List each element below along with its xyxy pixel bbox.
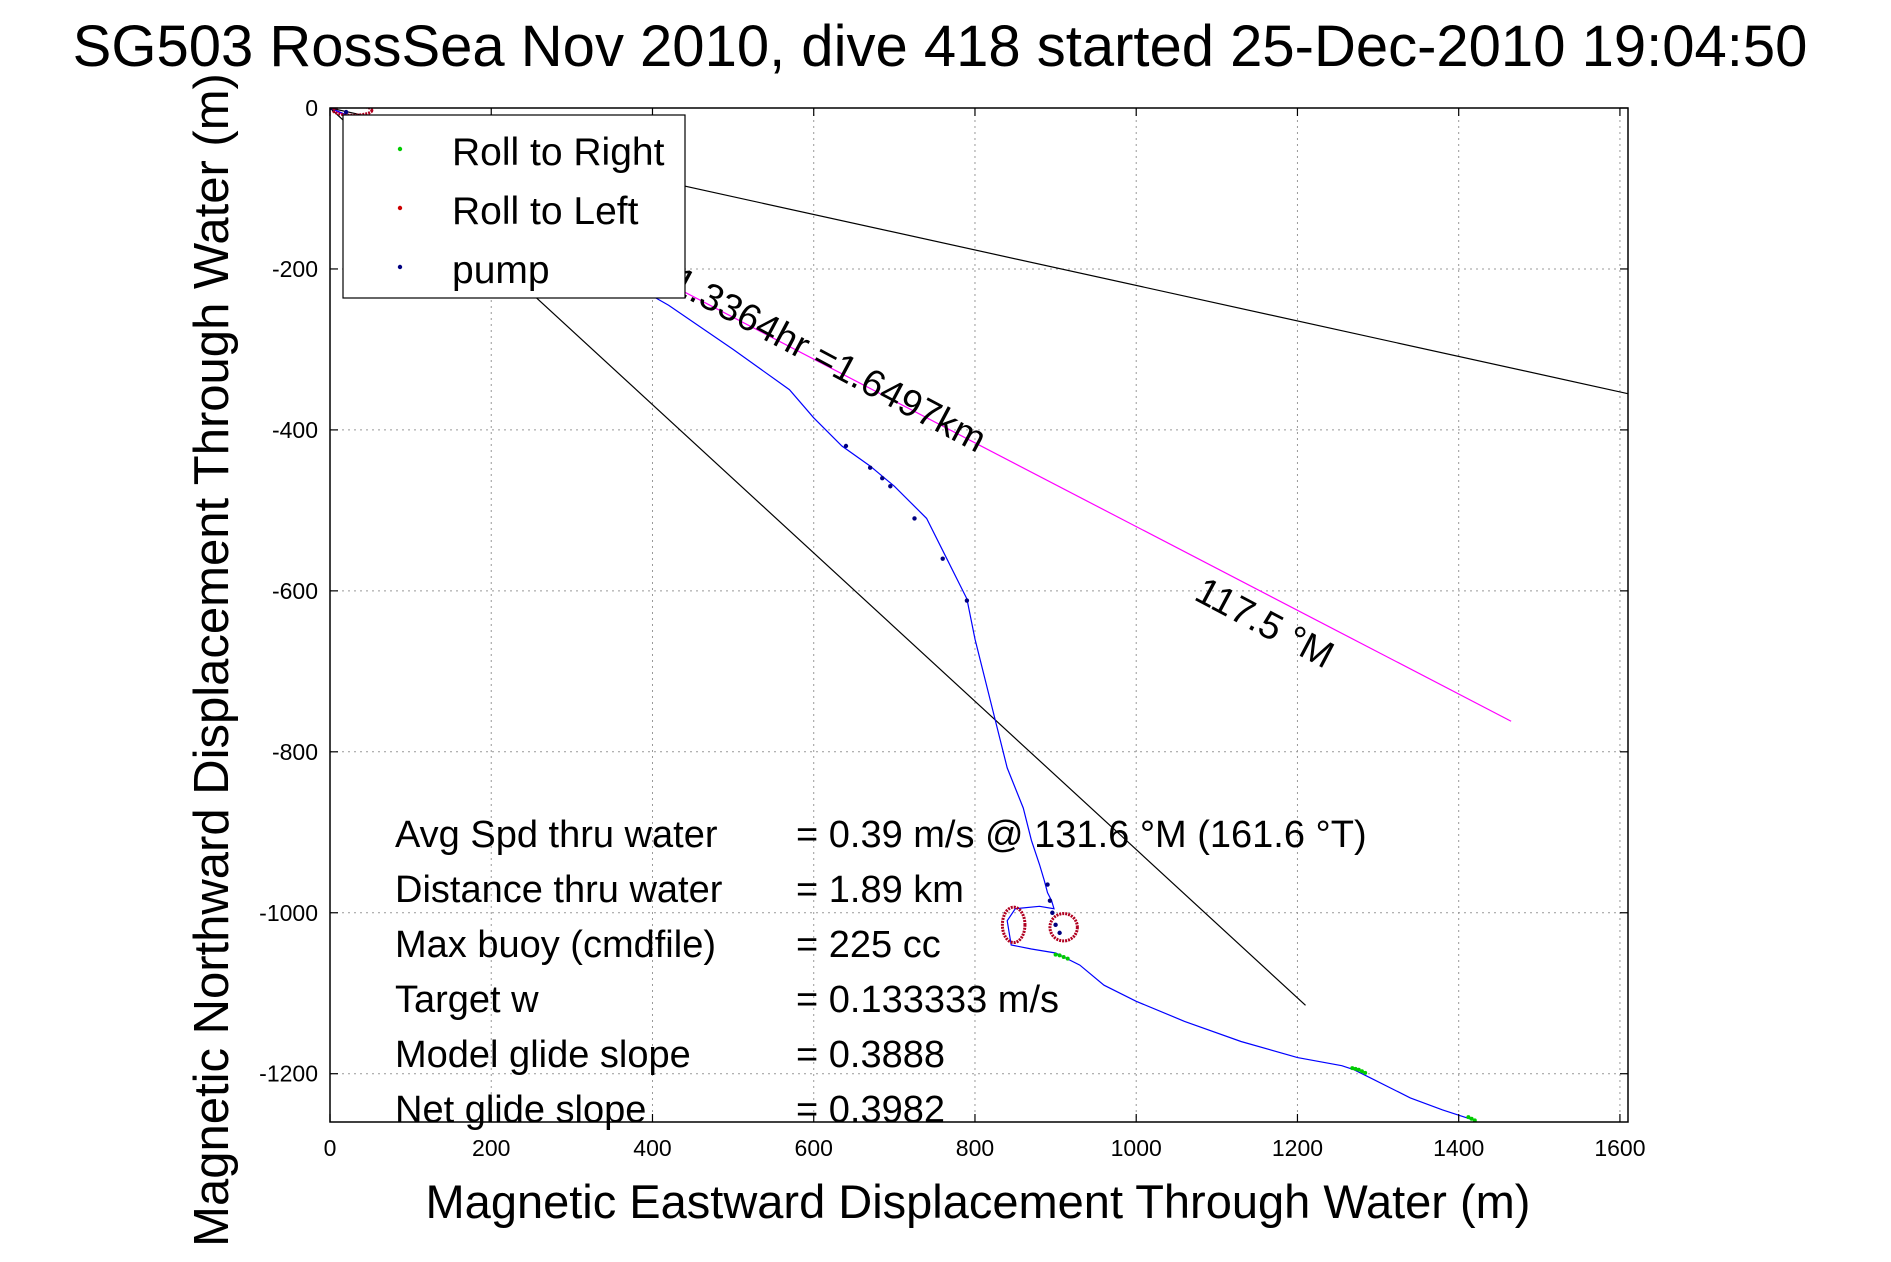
pump-marker xyxy=(912,516,917,521)
roll-right-marker xyxy=(1469,1116,1474,1121)
pump-marker xyxy=(940,556,945,561)
roll-right-marker xyxy=(1466,1115,1471,1120)
pump-marker xyxy=(843,443,849,449)
roll-right-marker xyxy=(1356,1067,1361,1072)
legend: Roll to Right Roll to Left pump xyxy=(342,114,686,299)
pump-marker xyxy=(1047,898,1053,903)
pump-marker xyxy=(343,109,349,115)
stat-value: = 0.3888 xyxy=(796,1034,945,1076)
roll-right-marker xyxy=(1061,955,1066,960)
stat-value: = 0.3982 xyxy=(796,1089,945,1131)
stat-value: = 0.39 m/s @ 131.6 °M (161.6 °T) xyxy=(796,814,1367,856)
y-tick-label: 0 xyxy=(305,95,318,121)
roll-right-marker xyxy=(1053,952,1058,957)
track-layer xyxy=(330,108,1475,1121)
legend-label: pump xyxy=(452,249,550,292)
pump-marker xyxy=(1053,922,1058,928)
x-tick-label: 600 xyxy=(795,1135,833,1161)
legend-marker xyxy=(397,264,403,270)
roll-left-marker xyxy=(331,108,374,117)
roll-right-marker xyxy=(1363,1070,1368,1075)
y-tick-label: -600 xyxy=(272,578,318,604)
roll-right-marker xyxy=(1065,956,1070,961)
y-tick-label: -200 xyxy=(272,256,318,282)
glider-track-line xyxy=(330,108,1475,1121)
stat-label: Avg Spd thru water xyxy=(395,814,718,856)
y-tick-label: -400 xyxy=(272,417,318,443)
pump-marker xyxy=(888,484,893,489)
stat-label: Net glide slope xyxy=(395,1089,646,1131)
y-tick-label: -1200 xyxy=(259,1061,318,1087)
x-tick-label: 1600 xyxy=(1594,1135,1645,1161)
stat-label: Distance thru water xyxy=(395,869,723,911)
pump-marker xyxy=(1050,910,1055,915)
stat-label: Target w xyxy=(395,979,539,1021)
pump-marker xyxy=(867,465,873,470)
roll-right-marker xyxy=(1472,1118,1477,1122)
pump-marker xyxy=(1045,882,1050,887)
stats-block: Avg Spd thru water = 0.39 m/s @ 131.6 °M … xyxy=(395,814,1367,1131)
pump-marker xyxy=(880,475,885,481)
pump-marker xyxy=(1057,930,1062,936)
roll-right-marker xyxy=(1350,1066,1355,1071)
y-tick-label: -800 xyxy=(272,739,318,765)
x-tick-label: 200 xyxy=(472,1135,510,1161)
roll-left-marker xyxy=(1000,905,1027,945)
x-axis-ticks: 0 200 400 600 800 1000 1200 1400 1600 xyxy=(324,108,1646,1161)
stat-value: = 1.89 km xyxy=(796,869,964,911)
y-axis-label: Magnetic Northward Displacement Through … xyxy=(185,73,239,1247)
legend-label: Roll to Left xyxy=(452,190,639,233)
x-tick-label: 1000 xyxy=(1111,1135,1162,1161)
stat-value: = 225 cc xyxy=(796,924,941,966)
legend-marker xyxy=(397,146,403,152)
x-tick-label: 800 xyxy=(956,1135,994,1161)
roll-right-marker xyxy=(1359,1069,1364,1074)
legend-label: Roll to Right xyxy=(452,131,665,174)
legend-marker xyxy=(397,205,403,211)
x-tick-label: 400 xyxy=(633,1135,671,1161)
x-tick-label: 0 xyxy=(324,1135,337,1161)
stat-label: Max buoy (cmdfile) xyxy=(395,924,716,966)
stat-value: = 0.133333 m/s xyxy=(796,979,1059,1021)
roll-right-marker xyxy=(1057,953,1062,958)
y-tick-label: -1000 xyxy=(259,900,318,926)
stat-label: Model glide slope xyxy=(395,1034,691,1076)
y-axis-ticks: 0 -200 -400 -600 -800 -1000 -1200 xyxy=(259,95,1628,1087)
x-tick-label: 1400 xyxy=(1433,1135,1484,1161)
plot-frame xyxy=(329,107,1629,1123)
chart-title: SG503 RossSea Nov 2010, dive 418 started… xyxy=(73,14,1808,79)
roll-right-marker xyxy=(1353,1066,1358,1071)
pump-marker xyxy=(964,598,970,603)
x-tick-label: 1200 xyxy=(1272,1135,1323,1161)
marker-layer xyxy=(330,108,1477,1122)
roll-left-marker xyxy=(1048,912,1079,943)
x-axis-label: Magnetic Eastward Displacement Through W… xyxy=(426,1175,1531,1228)
